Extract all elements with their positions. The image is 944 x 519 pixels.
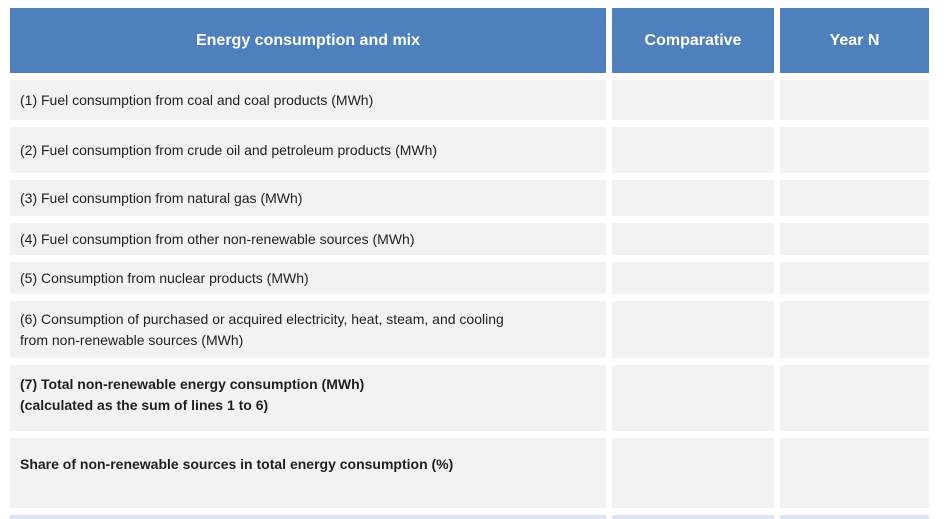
year-n-value-cell: [780, 80, 929, 120]
year-n-value-cell: [780, 223, 929, 255]
row-label: (1) Fuel consumption from coal and coal …: [10, 80, 606, 120]
table-row-total-non-renewable: (7) Total non-renewable energy consumpti…: [10, 365, 929, 431]
comparative-value-cell: [612, 262, 774, 294]
partial-year-n-cell: [780, 515, 929, 519]
year-n-value-cell: [780, 262, 929, 294]
header-energy-consumption-and-mix: Energy consumption and mix: [10, 8, 606, 73]
year-n-value-cell: [780, 301, 929, 358]
comparative-value-cell: [612, 365, 774, 431]
table-row-partial-cutoff: [10, 515, 929, 519]
comparative-value-cell: [612, 438, 774, 508]
partial-label-cell: [10, 515, 606, 519]
row-label: (7) Total non-renewable energy consumpti…: [10, 365, 606, 431]
comparative-value-cell: [612, 80, 774, 120]
comparative-value-cell: [612, 180, 774, 216]
row-label: Share of non-renewable sources in total …: [10, 438, 606, 508]
table-row-fuel-crude-oil: (2) Fuel consumption from crude oil and …: [10, 127, 929, 173]
comparative-value-cell: [612, 223, 774, 255]
header-year-n: Year N: [780, 8, 929, 73]
table-row-nuclear-products: (5) Consumption from nuclear products (M…: [10, 262, 929, 294]
header-comparative: Comparative: [612, 8, 774, 73]
year-n-value-cell: [780, 365, 929, 431]
partial-comparative-cell: [612, 515, 774, 519]
comparative-value-cell: [612, 127, 774, 173]
year-n-value-cell: [780, 438, 929, 508]
table-row-fuel-coal: (1) Fuel consumption from coal and coal …: [10, 80, 929, 120]
comparative-value-cell: [612, 301, 774, 358]
table-row-purchased-electricity: (6) Consumption of purchased or acquired…: [10, 301, 929, 358]
year-n-value-cell: [780, 127, 929, 173]
table-header-row: Energy consumption and mix Comparative Y…: [10, 8, 929, 73]
row-label: (5) Consumption from nuclear products (M…: [10, 262, 606, 294]
row-label: (2) Fuel consumption from crude oil and …: [10, 127, 606, 173]
row-label: (6) Consumption of purchased or acquired…: [10, 301, 606, 358]
table-row-fuel-other-non-renewable: (4) Fuel consumption from other non-rene…: [10, 223, 929, 255]
row-label: (3) Fuel consumption from natural gas (M…: [10, 180, 606, 216]
year-n-value-cell: [780, 180, 929, 216]
table-row-fuel-natural-gas: (3) Fuel consumption from natural gas (M…: [10, 180, 929, 216]
row-label: (4) Fuel consumption from other non-rene…: [10, 223, 606, 255]
energy-consumption-table: Energy consumption and mix Comparative Y…: [10, 8, 929, 519]
table-row-share-non-renewable: Share of non-renewable sources in total …: [10, 438, 929, 508]
